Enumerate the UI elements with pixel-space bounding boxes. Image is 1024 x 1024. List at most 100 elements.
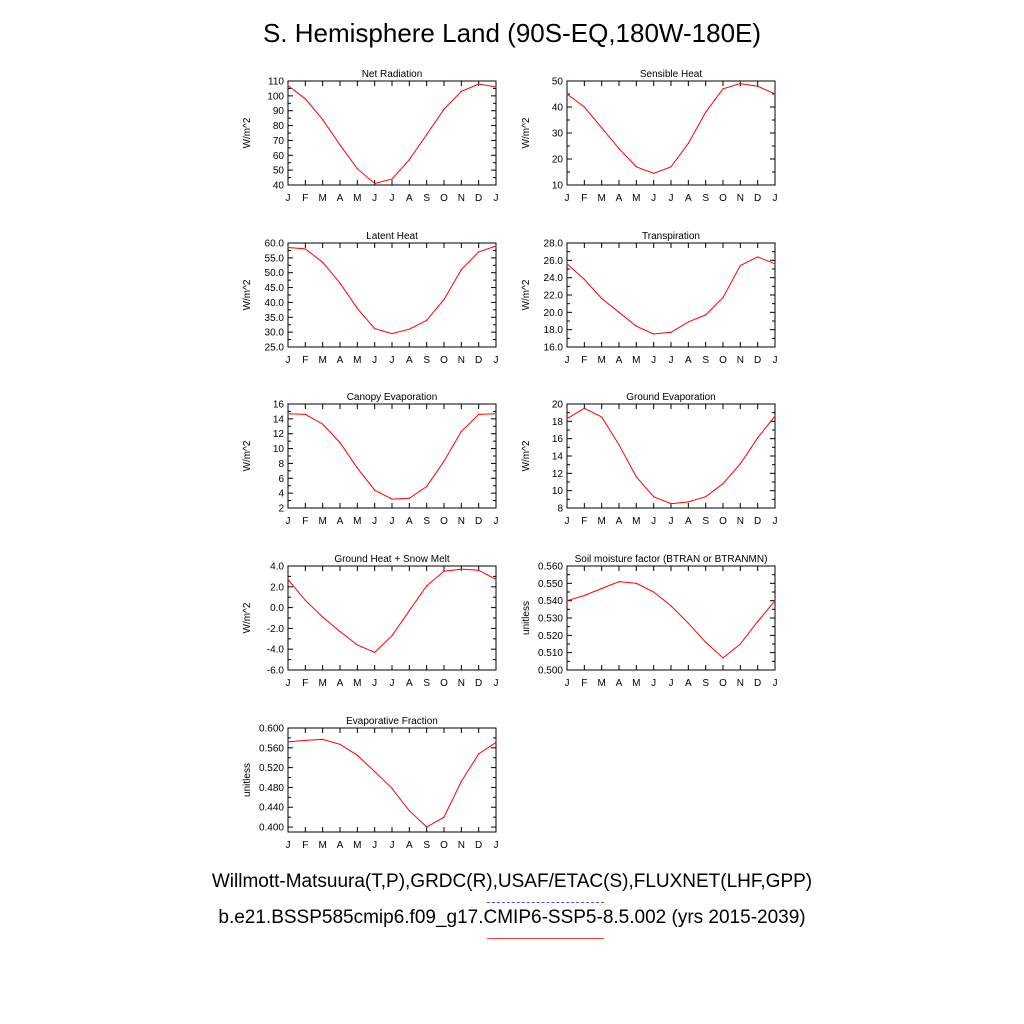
x-tick-label: A xyxy=(406,678,413,689)
x-tick-label: M xyxy=(632,678,640,689)
data-point xyxy=(460,90,462,92)
data-point xyxy=(356,754,358,756)
x-tick-label: J xyxy=(651,678,656,689)
x-tick-label: M xyxy=(632,193,640,204)
x-tick-label: A xyxy=(406,516,413,527)
y-tick-label: 50.0 xyxy=(265,268,285,279)
y-tick-label: 20 xyxy=(552,400,564,411)
data-point xyxy=(739,643,741,645)
x-tick-label: M xyxy=(318,840,326,851)
y-tick-label: 60.0 xyxy=(265,239,285,250)
x-tick-label: N xyxy=(737,355,744,366)
chart-title: Latent Heat xyxy=(366,231,418,242)
data-point xyxy=(287,741,289,743)
chart-title: Soil moisture factor (BTRAN or BTRANMN) xyxy=(575,554,768,565)
x-tick-label: S xyxy=(423,193,430,204)
data-point xyxy=(757,620,759,623)
y-tick-label: 8 xyxy=(557,504,563,515)
x-tick-label: J xyxy=(372,193,377,204)
data-point xyxy=(322,261,324,263)
y-tick-label: 90 xyxy=(273,106,285,117)
y-tick-label: 22.0 xyxy=(544,291,564,302)
x-tick-label: O xyxy=(719,678,727,689)
y-tick-label: 55.0 xyxy=(265,253,285,264)
x-tick-label: J xyxy=(669,516,674,527)
data-point xyxy=(443,570,445,572)
x-tick-label: J xyxy=(390,355,395,366)
data-point xyxy=(495,245,497,247)
x-tick-label: J xyxy=(286,355,291,366)
x-tick-label: F xyxy=(581,355,587,366)
chart-title: Ground Evaporation xyxy=(626,392,716,403)
data-point xyxy=(356,644,358,646)
data-point xyxy=(495,86,497,88)
y-tick-label: 4 xyxy=(278,489,284,500)
x-tick-label: A xyxy=(616,193,623,204)
y-tick-label: 0.540 xyxy=(538,596,563,607)
x-tick-label: M xyxy=(353,840,361,851)
y-tick-label: 0.550 xyxy=(538,579,563,590)
data-point xyxy=(757,437,759,439)
y-tick-label: 50 xyxy=(273,166,285,177)
data-point xyxy=(478,753,480,755)
data-point xyxy=(443,460,445,462)
x-tick-label: S xyxy=(702,516,709,527)
y-axis-label: W/m^2 xyxy=(242,279,253,310)
series-line xyxy=(287,83,497,185)
x-tick-label: J xyxy=(286,840,291,851)
y-tick-label: 18 xyxy=(552,417,564,428)
x-tick-label: A xyxy=(685,678,692,689)
data-point xyxy=(566,263,568,265)
x-tick-label: J xyxy=(494,516,499,527)
x-tick-label: O xyxy=(719,355,727,366)
y-tick-label: 0.520 xyxy=(259,763,284,774)
y-tick-label: 12 xyxy=(273,429,285,440)
data-point xyxy=(601,416,603,418)
y-tick-label: 0.560 xyxy=(259,743,284,754)
data-point xyxy=(356,467,358,469)
y-tick-label: 10 xyxy=(552,486,564,497)
data-point xyxy=(601,297,603,300)
x-tick-label: F xyxy=(581,193,587,204)
data-point xyxy=(670,605,672,607)
x-tick-label: J xyxy=(773,355,778,366)
data-point xyxy=(757,85,759,87)
data-point xyxy=(635,582,637,584)
y-tick-label: 12 xyxy=(552,469,564,480)
y-axis-label: W/m^2 xyxy=(242,440,253,471)
x-tick-label: S xyxy=(423,678,430,689)
x-tick-label: M xyxy=(597,516,605,527)
data-point xyxy=(478,413,480,415)
series-line xyxy=(566,256,776,335)
x-tick-label: F xyxy=(302,193,308,204)
y-tick-label: 0.600 xyxy=(259,724,284,735)
data-point xyxy=(653,172,655,174)
y-tick-label: 26.0 xyxy=(544,256,564,267)
y-tick-label: 2 xyxy=(278,504,284,515)
x-tick-label: D xyxy=(754,516,761,527)
data-point xyxy=(356,307,358,309)
data-point xyxy=(426,319,428,321)
data-point xyxy=(374,489,376,491)
x-tick-label: O xyxy=(719,193,727,204)
data-point xyxy=(304,413,306,415)
y-tick-label: 14 xyxy=(273,414,285,425)
data-point xyxy=(495,413,497,415)
data-point xyxy=(618,311,620,313)
plot-frame xyxy=(566,80,776,186)
y-tick-label: 0.530 xyxy=(538,614,563,625)
x-tick-label: M xyxy=(353,193,361,204)
data-point xyxy=(495,741,497,743)
x-tick-label: A xyxy=(616,355,623,366)
chart-panel-8: Soil moisture factor (BTRAN or BTRANMN) u… xyxy=(521,554,778,689)
chart-title: Sensible Heat xyxy=(640,69,702,80)
data-point xyxy=(722,88,724,90)
data-point xyxy=(460,430,462,433)
data-point xyxy=(722,483,724,485)
data-point xyxy=(618,444,620,446)
x-tick-label: J xyxy=(565,355,570,366)
x-tick-label: M xyxy=(318,678,326,689)
data-point xyxy=(426,485,428,488)
data-point xyxy=(374,327,376,330)
x-tick-label: J xyxy=(372,516,377,527)
